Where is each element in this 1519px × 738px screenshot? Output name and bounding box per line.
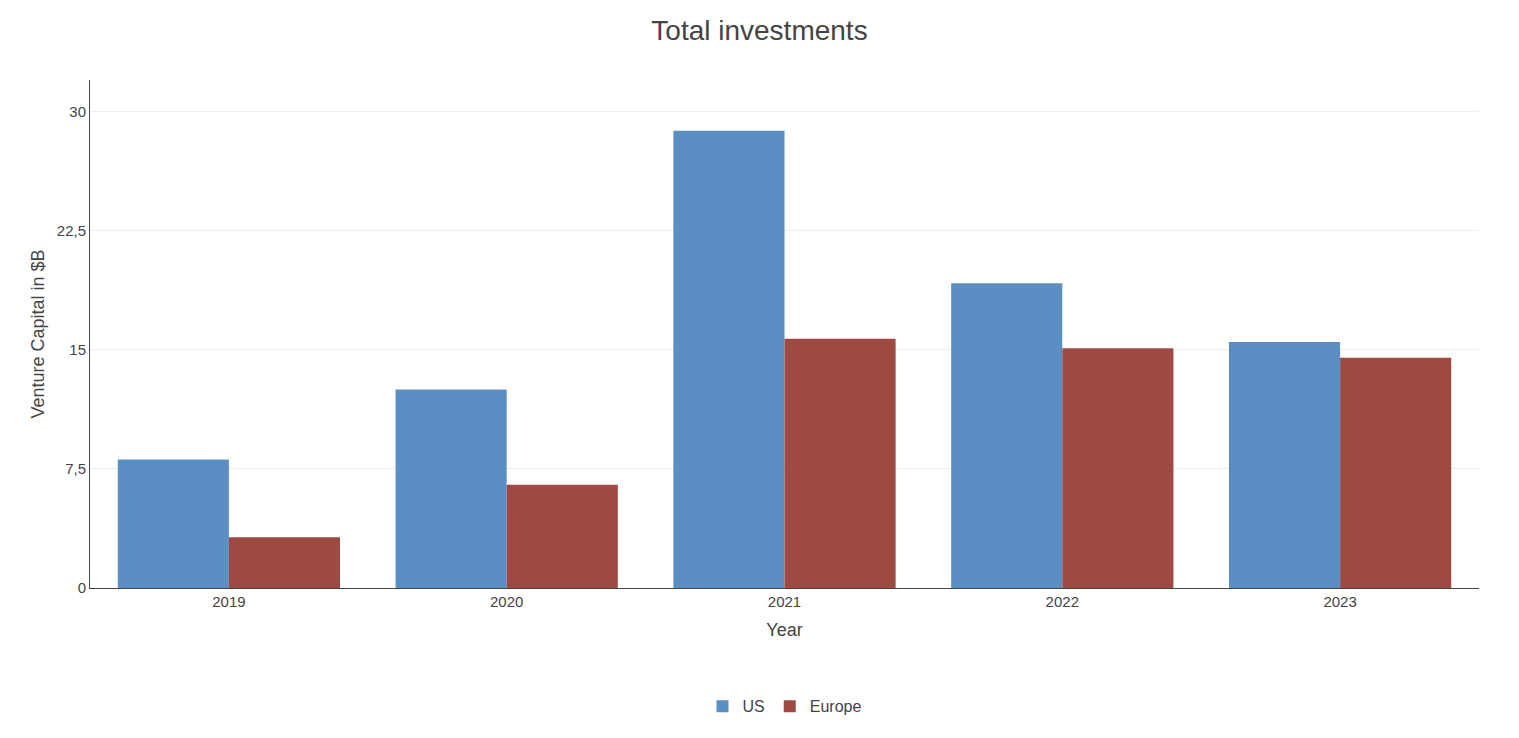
svg-text:2019: 2019 xyxy=(212,593,245,610)
svg-text:0: 0 xyxy=(78,579,86,596)
svg-text:7,5: 7,5 xyxy=(65,460,86,477)
svg-text:Europe: Europe xyxy=(810,698,862,715)
svg-text:Total investments: Total investments xyxy=(651,15,867,46)
svg-text:30: 30 xyxy=(69,103,86,120)
svg-text:15: 15 xyxy=(69,341,86,358)
svg-text:Year: Year xyxy=(766,620,802,640)
svg-text:Venture Capital in $B: Venture Capital in $B xyxy=(28,249,48,418)
svg-text:22,5: 22,5 xyxy=(57,222,86,239)
svg-text:2023: 2023 xyxy=(1323,593,1356,610)
svg-text:2021: 2021 xyxy=(768,593,801,610)
svg-text:US: US xyxy=(743,698,765,715)
svg-text:2020: 2020 xyxy=(490,593,523,610)
svg-text:2022: 2022 xyxy=(1046,593,1079,610)
